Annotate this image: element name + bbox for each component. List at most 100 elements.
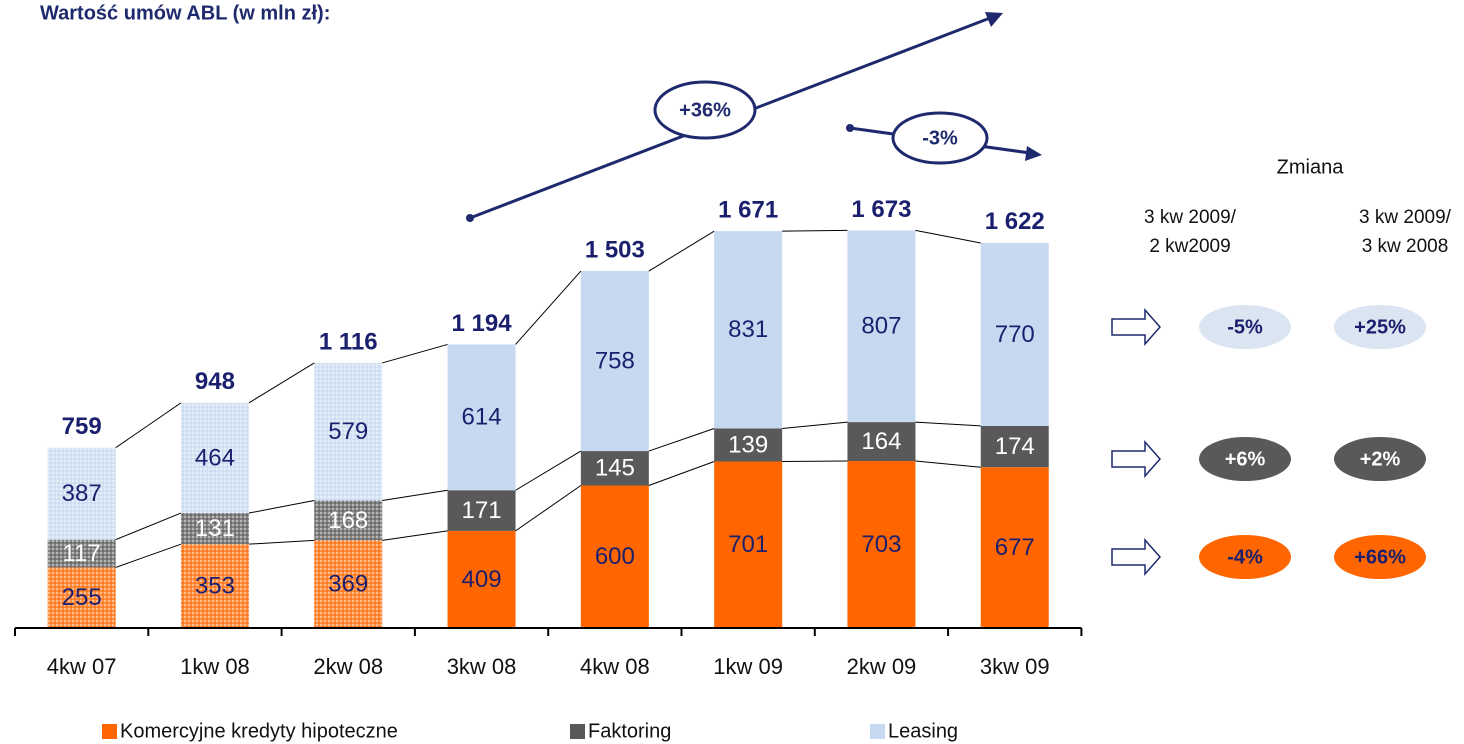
connector: [115, 402, 182, 449]
change-column: 3 kw 2008: [1362, 236, 1449, 257]
annotation: +36%: [679, 99, 731, 121]
arrow-dot: [846, 124, 854, 132]
change-column: 3 kw 2009/: [1359, 207, 1452, 228]
bar-segment: [980, 467, 1049, 628]
legend-swatch: [870, 724, 885, 739]
connector: [382, 489, 448, 501]
change-value: +66%: [1354, 546, 1406, 568]
connector: [648, 230, 715, 272]
value-label: 409: [462, 566, 502, 593]
value-label: 171: [462, 497, 502, 524]
connector: [648, 428, 715, 452]
connector: [515, 270, 582, 345]
total-label: 1 622: [985, 208, 1045, 235]
bar-segment: [847, 422, 916, 462]
x-tick-label: 2kw 08: [313, 654, 383, 679]
value-label: 174: [995, 433, 1035, 460]
x-tick-label: 1kw 09: [713, 654, 783, 679]
change-title: Zmiana: [1277, 156, 1345, 178]
total-label: 759: [62, 413, 102, 440]
connector: [515, 450, 582, 491]
change-bubble: [1199, 305, 1291, 349]
connector: [248, 362, 315, 404]
bar-segment: [314, 540, 383, 628]
bar-segment: [980, 425, 1049, 468]
bar-segment: [714, 461, 783, 628]
x-tick-label: 2kw 09: [847, 654, 917, 679]
bar-segment: [180, 402, 249, 514]
value-label: 353: [195, 572, 235, 599]
bar-segment: [580, 451, 649, 486]
connector: [782, 421, 848, 429]
row-arrow: [1111, 308, 1162, 346]
bar-segment: [580, 485, 649, 628]
x-tick-label: 1kw 08: [180, 654, 250, 679]
bar-segment: [847, 230, 916, 423]
annotation-3: -3%: [846, 111, 1042, 165]
total-label: 1 673: [851, 196, 911, 223]
bar-segment: [447, 530, 516, 628]
change-column: 2 kw2009: [1149, 236, 1230, 257]
bar-segment: [580, 271, 649, 452]
bar-segment: [47, 539, 116, 568]
value-label: 255: [62, 584, 102, 611]
change-bubble: [1199, 437, 1291, 481]
chart-title: Wartość umów ABL (w mln zł):: [40, 2, 330, 24]
value-label: 831: [728, 316, 768, 343]
value-label: 164: [861, 428, 901, 455]
bar-segment: [714, 231, 783, 429]
connector: [915, 460, 981, 468]
connector: [915, 421, 981, 427]
change-value: +6%: [1225, 448, 1266, 470]
bar-segment: [47, 567, 116, 628]
value-label: 579: [328, 418, 368, 445]
bar-segment: [980, 243, 1049, 426]
legend-label: Leasing: [888, 720, 958, 742]
bar-segment: [847, 461, 916, 628]
value-label: 807: [861, 313, 901, 340]
connector: [648, 461, 715, 486]
value-label: 600: [595, 543, 635, 570]
legend-label: Faktoring: [588, 720, 671, 742]
change-column: 3 kw 2009/: [1144, 207, 1237, 228]
value-label: 677: [995, 534, 1035, 561]
total-label: 948: [195, 368, 235, 395]
connector: [382, 343, 448, 364]
bar-segment: [180, 513, 249, 545]
connector: [782, 229, 848, 232]
total-label: 1 116: [319, 328, 378, 355]
change-bubble: [1334, 535, 1426, 579]
total-label: 1 194: [452, 310, 513, 337]
value-label: 387: [62, 480, 102, 507]
arrow-head: [1025, 146, 1042, 161]
bar-segment: [314, 500, 383, 541]
value-label: 168: [328, 507, 368, 534]
value-label: 464: [195, 444, 235, 471]
value-label: 117: [63, 540, 101, 567]
change-bubble: [1334, 437, 1426, 481]
value-label: 145: [595, 455, 635, 482]
row-arrow: [1111, 440, 1162, 478]
change-value: +2%: [1360, 448, 1401, 470]
bar-segment: [314, 362, 383, 501]
connector: [115, 512, 182, 541]
connector: [248, 539, 315, 545]
change-value: -4%: [1227, 546, 1263, 568]
connector: [115, 543, 182, 568]
value-label: 139: [728, 431, 768, 458]
x-tick-label: 3kw 09: [980, 654, 1050, 679]
change-value: +25%: [1354, 316, 1406, 338]
total-label: 1 671: [718, 196, 778, 223]
bar-segment: [714, 428, 783, 462]
connector: [248, 499, 315, 514]
x-tick-label: 3kw 08: [447, 654, 517, 679]
legend-swatch: [102, 724, 117, 739]
arrow-dot: [466, 214, 474, 222]
value-label: 131: [195, 515, 235, 542]
legend-label: Komercyjne kredyty hipoteczne: [120, 720, 398, 742]
bar-segment: [447, 490, 516, 531]
value-label: 770: [995, 321, 1035, 348]
row-arrow: [1111, 538, 1162, 576]
connector: [382, 530, 448, 541]
